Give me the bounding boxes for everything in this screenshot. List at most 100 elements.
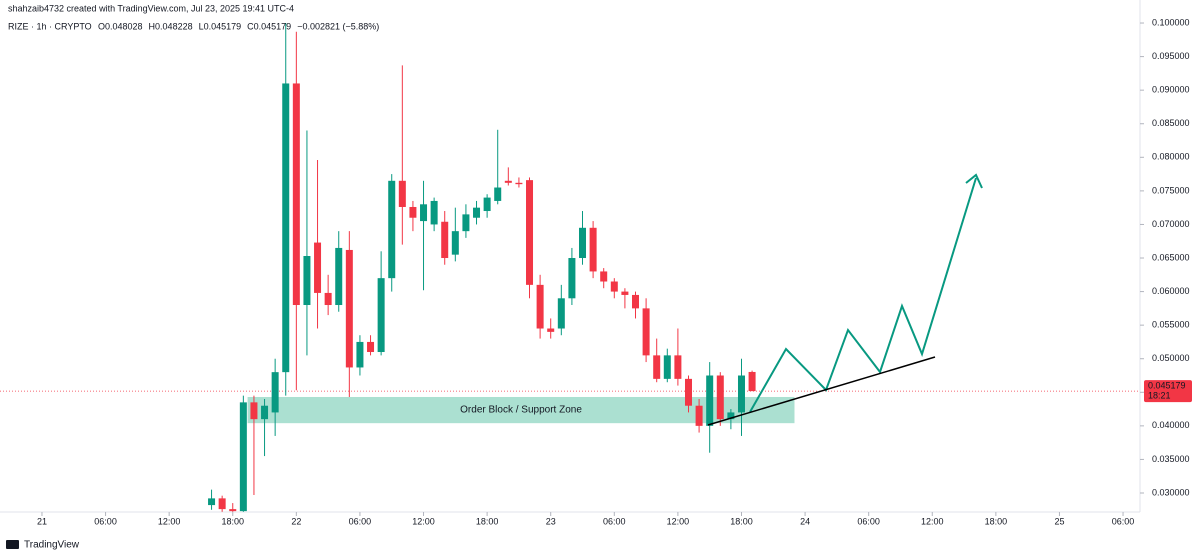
- ohlc-value: H0.048228: [149, 21, 193, 31]
- ohlc-header: O0.048028 H0.048228 L0.045179 C0.045179 −0.0…: [98, 21, 379, 31]
- candle-body: [748, 371, 756, 392]
- candle-body: [621, 291, 629, 295]
- candle-body: [663, 355, 671, 379]
- x-tick-label: 06:00: [603, 516, 626, 526]
- candle-body: [674, 355, 682, 379]
- candle-body: [547, 328, 555, 332]
- candle-body: [632, 294, 640, 309]
- y-tick-label: 0.080000: [1152, 152, 1190, 162]
- candle-body: [367, 341, 375, 353]
- candle-body: [441, 221, 449, 259]
- x-tick-label: 06:00: [349, 516, 372, 526]
- candle-body: [420, 204, 428, 222]
- candle-body: [504, 180, 512, 183]
- zone-label: Order Block / Support Zone: [460, 405, 582, 416]
- support-zone: [247, 396, 795, 424]
- price-label: 0.045179: [1148, 380, 1186, 390]
- projection-path: [749, 177, 977, 413]
- projection-arrowhead: [965, 173, 983, 189]
- x-tick-label: 12:00: [158, 516, 181, 526]
- candle-body: [229, 509, 237, 512]
- candle-body: [388, 180, 396, 279]
- candle-body: [716, 375, 724, 420]
- candle-body: [653, 355, 661, 379]
- y-tick-label: 0.070000: [1152, 219, 1190, 229]
- attribution: shahzaib4732 created with TradingView.co…: [8, 3, 294, 13]
- candle-body: [536, 284, 544, 329]
- candle-body: [727, 412, 735, 420]
- candle-body: [398, 180, 406, 207]
- y-tick-label: 0.035000: [1152, 454, 1190, 464]
- y-tick-label: 0.050000: [1152, 353, 1190, 363]
- candle-body: [250, 402, 258, 420]
- candle-body: [345, 249, 353, 368]
- footer: TradingView: [24, 540, 80, 551]
- y-tick-label: 0.060000: [1152, 286, 1190, 296]
- logo: [6, 540, 19, 549]
- candle-body: [494, 187, 502, 201]
- candle-body: [642, 308, 650, 356]
- y-tick-label: 0.075000: [1152, 185, 1190, 195]
- y-tick-label: 0.085000: [1152, 118, 1190, 128]
- x-tick-label: 24: [800, 516, 810, 526]
- candle-body: [600, 271, 608, 282]
- candle-body: [282, 83, 290, 373]
- candle-body: [451, 231, 459, 255]
- x-tick-label: 12:00: [921, 516, 944, 526]
- candle-body: [409, 206, 417, 218]
- y-tick-label: 0.065000: [1152, 252, 1190, 262]
- candle-body: [430, 200, 438, 225]
- candle-body: [695, 405, 703, 426]
- x-tick-label: 23: [546, 516, 556, 526]
- y-tick-label: 0.040000: [1152, 420, 1190, 430]
- candle-body: [303, 256, 311, 306]
- candle-body: [473, 207, 481, 218]
- x-tick-label: 06:00: [1112, 516, 1135, 526]
- ohlc-value: O0.048028: [98, 21, 143, 31]
- x-tick-label: 18:00: [730, 516, 753, 526]
- candle-body: [261, 405, 269, 420]
- x-tick-label: 25: [1054, 516, 1064, 526]
- x-tick-label: 12:00: [667, 516, 690, 526]
- y-tick-label: 0.090000: [1152, 85, 1190, 95]
- candle-body: [610, 281, 618, 292]
- candle-body: [589, 227, 597, 272]
- y-tick-label: 0.100000: [1152, 17, 1190, 27]
- candle-body: [526, 180, 534, 285]
- candle-body: [271, 372, 279, 413]
- plot: 0.0300000.0350000.0400000.0450000.050000…: [0, 17, 1190, 526]
- x-tick-label: 18:00: [985, 516, 1008, 526]
- candle-body: [314, 242, 322, 293]
- candle-body: [557, 298, 565, 329]
- y-tick-label: 0.095000: [1152, 51, 1190, 61]
- price-label-box: [1144, 380, 1192, 403]
- x-tick-label: 06:00: [857, 516, 880, 526]
- ohlc-value: L0.045179: [199, 21, 242, 31]
- candle-body: [356, 341, 364, 368]
- candle-body: [483, 197, 491, 212]
- candle-body: [737, 375, 745, 413]
- trend-line: [707, 356, 936, 426]
- candle-body: [568, 258, 576, 299]
- countdown: 18:21: [1148, 390, 1171, 400]
- symbol: RIZE · 1h · CRYPTO: [8, 21, 92, 31]
- x-tick-label: 18:00: [476, 516, 499, 526]
- candle-body: [324, 292, 332, 306]
- x-tick-label: 12:00: [412, 516, 435, 526]
- ohlc-value: −0.002821 (−5.88%): [297, 21, 379, 31]
- x-tick-label: 06:00: [94, 516, 117, 526]
- candle-body: [579, 227, 587, 259]
- candle-body: [208, 498, 216, 506]
- candle-body: [462, 214, 470, 232]
- x-tick-label: 18:00: [221, 516, 244, 526]
- candle-body: [218, 498, 226, 510]
- y-tick-label: 0.055000: [1152, 320, 1190, 330]
- candle-body: [706, 375, 714, 426]
- y-tick-label: 0.030000: [1152, 487, 1190, 497]
- candle-body: [292, 83, 300, 306]
- candle-body: [684, 378, 692, 406]
- x-tick-label: 21: [37, 516, 47, 526]
- ohlc-value: C0.045179: [247, 21, 291, 31]
- x-tick-label: 22: [291, 516, 301, 526]
